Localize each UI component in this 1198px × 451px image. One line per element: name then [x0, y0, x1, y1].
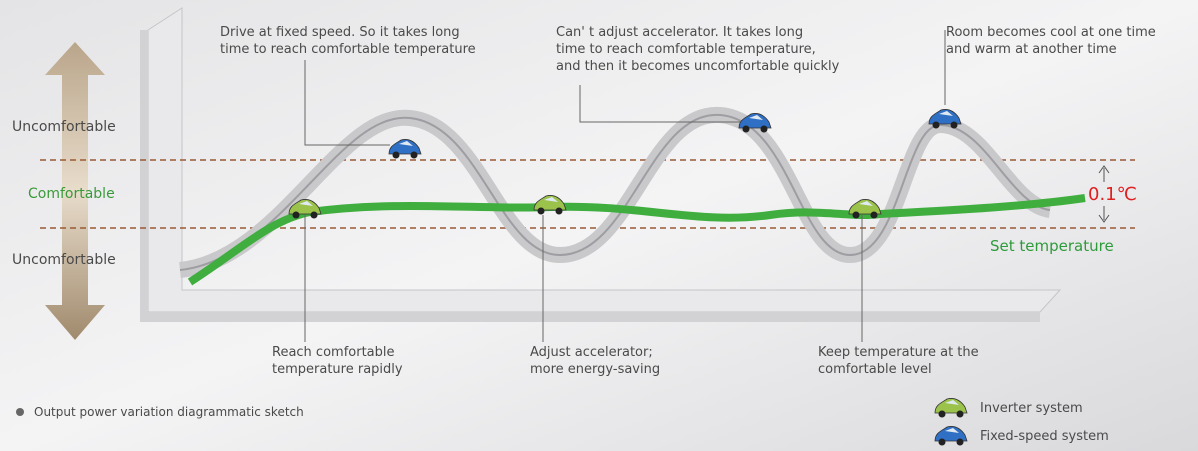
- wheel: [852, 211, 860, 219]
- car-window: [544, 197, 558, 202]
- wheel: [760, 125, 768, 133]
- car-body: [928, 109, 962, 125]
- wheel: [537, 207, 545, 215]
- wheel: [742, 125, 750, 133]
- annotation: time to reach comfortable temperature: [220, 42, 476, 57]
- legend-label: Inverter system: [980, 401, 1083, 416]
- car-window: [939, 111, 953, 116]
- car: [934, 398, 968, 418]
- car-body: [738, 113, 772, 129]
- band-arrows: [1098, 165, 1110, 223]
- car: [288, 199, 322, 219]
- wheel: [950, 121, 958, 129]
- annotation: Room becomes cool at one time: [946, 25, 1156, 40]
- wheel: [310, 211, 318, 219]
- annotation: temperature rapidly: [272, 362, 403, 377]
- wheel: [410, 151, 418, 159]
- annotation: time to reach comfortable temperature,: [556, 42, 816, 57]
- car-window: [945, 428, 959, 433]
- car-body: [848, 199, 882, 215]
- level-label: Uncomfortable: [12, 119, 116, 135]
- legend-label: Fixed-speed system: [980, 429, 1109, 444]
- fixed-speed-edge: [179, 113, 1051, 271]
- leaders: [304, 30, 946, 342]
- car: [934, 426, 968, 446]
- band-label: 0.1℃: [1088, 184, 1137, 205]
- car-body: [388, 139, 422, 155]
- annotation: Reach comfortable: [272, 345, 395, 360]
- wheel: [956, 438, 964, 446]
- footnote: Output power variation diagrammatic sket…: [34, 405, 304, 419]
- car: [738, 113, 772, 133]
- annotation: more energy-saving: [530, 362, 660, 377]
- level-label: Comfortable: [28, 186, 115, 202]
- car-window: [749, 115, 763, 120]
- annotation: Drive at fixed speed. So it takes long: [220, 25, 460, 40]
- comfort-arrow: [45, 42, 105, 340]
- car-window: [299, 201, 313, 206]
- annotation: Adjust accelerator;: [530, 345, 653, 360]
- car-window: [945, 400, 959, 405]
- annotation: and warm at another time: [946, 42, 1117, 57]
- car-window: [399, 141, 413, 146]
- annotation: Keep temperature at the: [818, 345, 979, 360]
- car-window: [859, 201, 873, 206]
- wheel: [956, 410, 964, 418]
- car-body: [934, 426, 968, 442]
- wheel: [292, 211, 300, 219]
- car-body: [533, 195, 567, 211]
- car: [388, 139, 422, 159]
- car-body: [934, 398, 968, 414]
- car: [848, 199, 882, 219]
- annotation: and then it becomes uncomfortable quickl…: [556, 59, 840, 74]
- wheel: [392, 151, 400, 159]
- wheel: [938, 410, 946, 418]
- wheel: [932, 121, 940, 129]
- car-body: [288, 199, 322, 215]
- bullet: [16, 408, 24, 416]
- car: [533, 195, 567, 215]
- level-label: Uncomfortable: [12, 252, 116, 268]
- set-temperature: Set temperature: [990, 237, 1114, 255]
- annotation: comfortable level: [818, 362, 932, 377]
- car: [928, 109, 962, 129]
- wheel: [555, 207, 563, 215]
- wheel: [938, 438, 946, 446]
- wheel: [870, 211, 878, 219]
- annotation: Can' t adjust accelerator. It takes long: [556, 25, 803, 40]
- cars: [288, 109, 968, 446]
